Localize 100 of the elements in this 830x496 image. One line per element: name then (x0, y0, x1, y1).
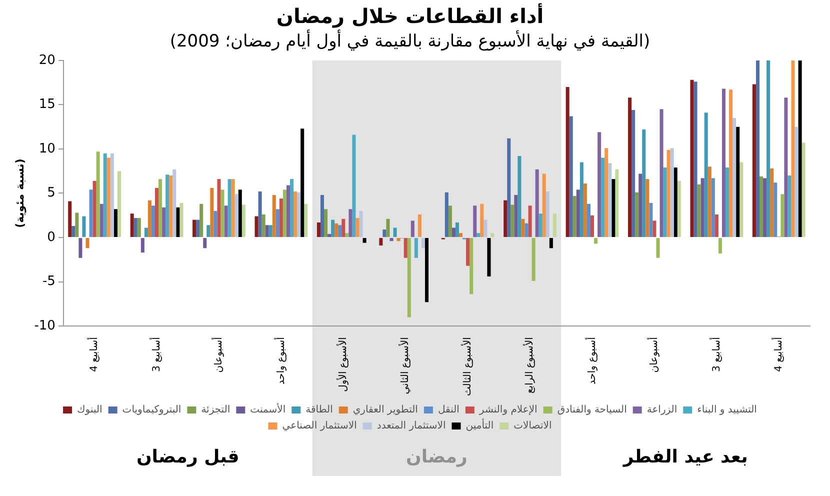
bar (740, 162, 744, 238)
bar (154, 188, 159, 238)
bar (780, 194, 784, 238)
bar (704, 112, 708, 238)
legend-label: الأسمنت (250, 402, 286, 416)
bar (729, 90, 733, 238)
bar (604, 148, 608, 238)
bar (396, 238, 400, 242)
x-tick-label: الأسبوع الثالث (460, 337, 474, 396)
bar (151, 206, 155, 238)
bar (162, 207, 166, 238)
bar (583, 183, 587, 238)
bar (140, 238, 144, 253)
bar (254, 216, 258, 238)
bar (448, 206, 452, 238)
bar (466, 238, 470, 266)
text: بعد عيد الفطر (622, 446, 748, 468)
bar (172, 169, 176, 238)
bar (663, 168, 667, 238)
y-tick-label: 5 (47, 186, 56, 201)
bar (576, 190, 580, 238)
bar (176, 207, 180, 238)
bar (601, 158, 605, 238)
bar (490, 233, 494, 238)
bar (521, 218, 525, 238)
bar (210, 188, 214, 238)
bar (660, 109, 664, 238)
y-tick-label: -10 (34, 318, 56, 334)
bar (528, 206, 532, 238)
x-tick-label: أسبوع واحد (584, 336, 598, 385)
bar (690, 80, 694, 238)
x-tick-label: الأسبوع الأول (336, 337, 349, 392)
bar (612, 179, 616, 238)
bar (148, 200, 152, 238)
bar (638, 174, 642, 238)
bar (362, 238, 366, 243)
bar (718, 238, 722, 254)
bar (788, 176, 792, 238)
bar (200, 204, 204, 238)
bar (646, 179, 650, 238)
bar (286, 185, 290, 238)
bar (649, 202, 653, 238)
bar (507, 138, 511, 238)
bar (342, 218, 346, 238)
bar (473, 206, 477, 238)
bar (106, 158, 110, 238)
bar (72, 226, 76, 238)
bar (470, 238, 474, 294)
bar (452, 228, 456, 238)
bar (217, 179, 221, 238)
bar (608, 163, 612, 238)
bar (338, 225, 342, 238)
bar (532, 238, 536, 281)
chart-title: أداء القطاعات خلال رمضان (276, 3, 544, 28)
bar (476, 233, 480, 238)
bar (304, 204, 308, 238)
bar (228, 179, 232, 238)
bar (144, 228, 148, 238)
bar (379, 238, 383, 246)
bar (130, 214, 134, 238)
y-axis-title: (نسبة مئوية) (13, 158, 26, 228)
bar (697, 184, 701, 238)
bar (242, 204, 246, 238)
bar (459, 233, 463, 238)
bar (756, 60, 760, 238)
y-tick-label: -5 (42, 274, 56, 290)
bar (711, 178, 715, 238)
y-tick-label: 0 (47, 230, 56, 245)
bar (504, 200, 508, 238)
bar (802, 142, 806, 238)
bar (798, 60, 802, 238)
legend-label: الاتصالات (514, 420, 552, 432)
bar (134, 218, 138, 238)
legend-label: السياحة والفنادق (557, 404, 627, 416)
bar (386, 218, 390, 238)
bar (294, 191, 298, 238)
bar (549, 238, 553, 248)
text: قبل رمضان (136, 446, 240, 468)
bar (586, 204, 590, 238)
bar (480, 204, 484, 238)
x-tick-label: 3 أسابيع (149, 336, 162, 372)
bar (103, 153, 107, 238)
bar (272, 195, 276, 238)
bar (487, 238, 491, 276)
bar (444, 192, 448, 238)
chart-subtitle: (القيمة في نهاية الأسبوع مقارنة بالقيمة في أول أيام رمضان؛ 2009) (170, 30, 650, 52)
y-tick-label: 15 (38, 97, 56, 112)
bar (258, 191, 262, 238)
bar (670, 148, 674, 238)
bar (722, 88, 726, 238)
bar (297, 192, 301, 238)
bar (535, 169, 539, 238)
bar (206, 225, 210, 238)
bar (137, 218, 141, 238)
bar (791, 60, 795, 238)
bar (231, 179, 235, 238)
bar (635, 192, 639, 238)
bar (262, 214, 266, 238)
bar (708, 166, 712, 238)
bar (725, 168, 730, 238)
